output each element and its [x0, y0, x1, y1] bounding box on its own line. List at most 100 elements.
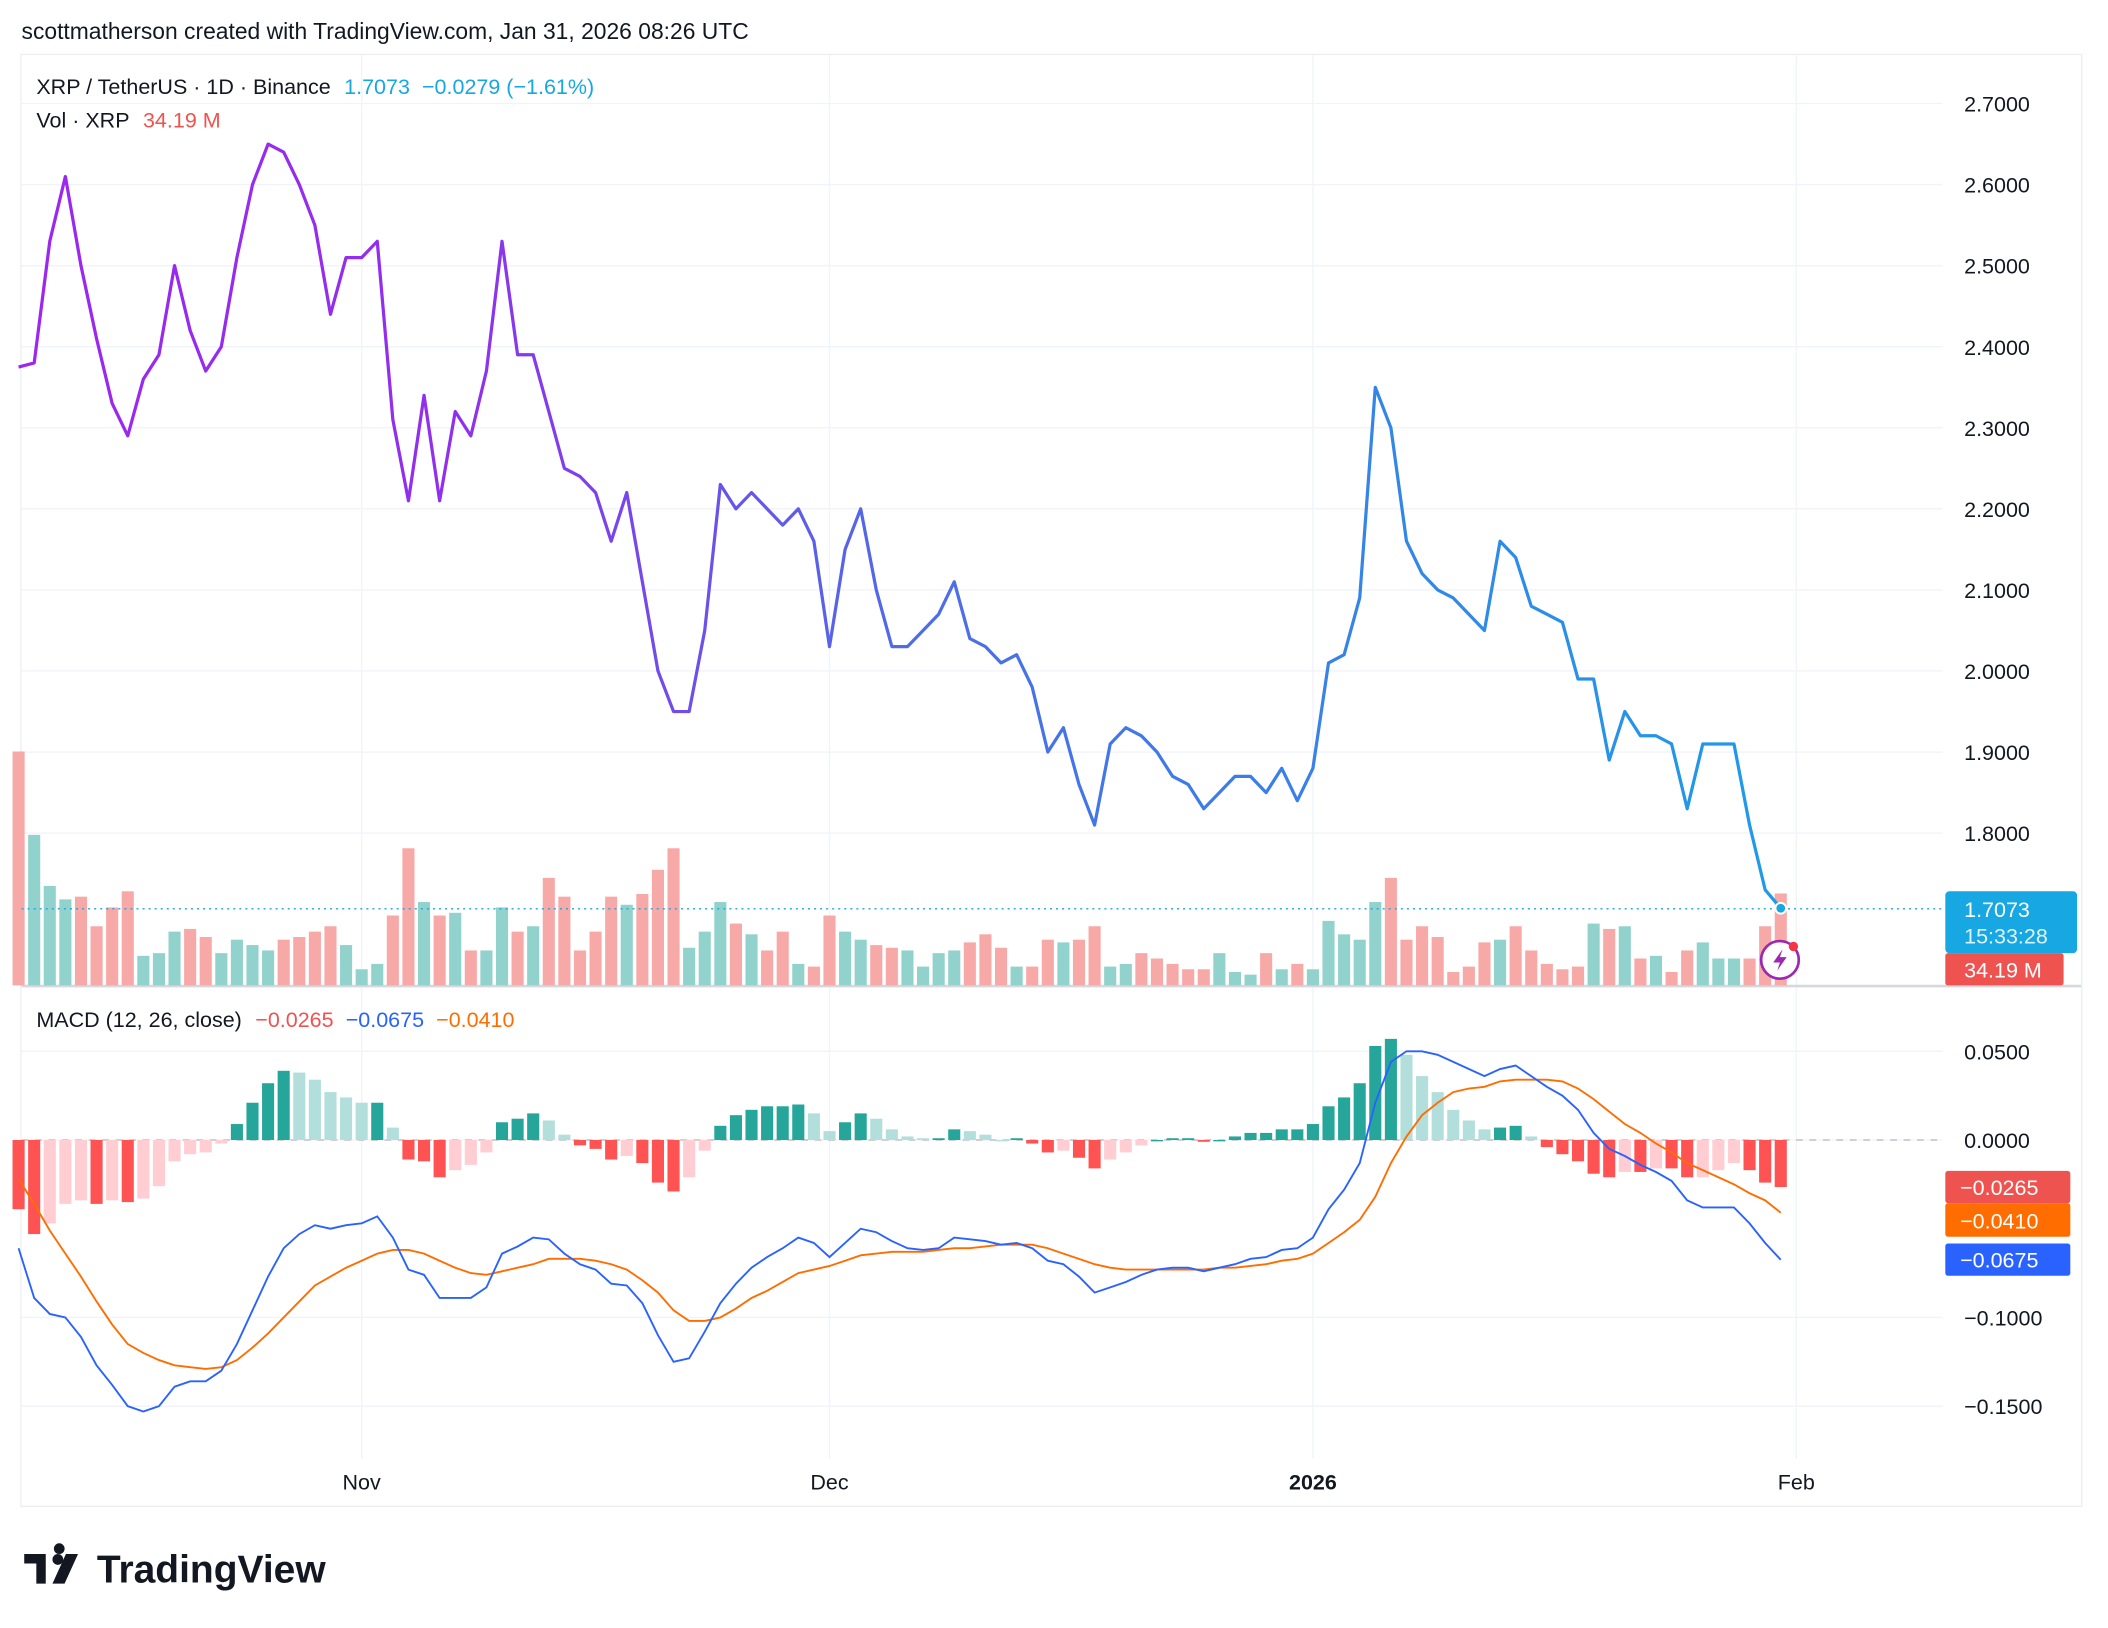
volume-bar: [1244, 974, 1257, 986]
macd-histogram-bar: [917, 1138, 930, 1141]
volume-bar: [1135, 953, 1148, 986]
volume-bar: [1587, 923, 1600, 986]
volume-bar: [1275, 969, 1288, 986]
volume-bar: [651, 869, 665, 986]
volume-bar: [932, 953, 945, 986]
price-axis-label: 2.3000: [1964, 417, 2030, 441]
last-price-dot: [1774, 901, 1788, 915]
macd-histogram-bar: [1010, 1138, 1023, 1141]
volume-bar: [1166, 963, 1179, 986]
macd-histogram-bar: [605, 1140, 618, 1160]
volume-bar: [979, 934, 992, 986]
macd-line: [17, 1050, 1782, 1413]
volume-bar: [1462, 966, 1475, 986]
volume-bar: [28, 834, 41, 986]
signal-tag: −0.0410: [1945, 1203, 2071, 1237]
svg-text:MACD (12, 26, close)−0.0265−0.: MACD (12, 26, close) −0.0265 −0.0675 −0.041…: [36, 1008, 514, 1032]
volume-bar: [184, 928, 197, 986]
macd-histogram-bar: [355, 1102, 368, 1141]
volume-bar: [823, 915, 836, 986]
macd-histogram-bar: [246, 1102, 259, 1141]
legend-macd-label: MACD (12, 26, close): [36, 1008, 242, 1032]
macd-histogram-bar: [480, 1140, 493, 1153]
tradingview-logo[interactable]: TradingView: [24, 1543, 326, 1591]
macd-histogram-bar: [667, 1140, 680, 1192]
volume-bar: [43, 885, 56, 986]
macd-histogram-bar: [1416, 1076, 1429, 1141]
macd-histogram-bar: [199, 1140, 212, 1153]
macd-histogram-bar: [1571, 1140, 1585, 1162]
legend-macd-line: −0.0675: [346, 1008, 424, 1032]
volume-bar: [230, 939, 243, 986]
volume-bar: [199, 937, 212, 986]
volume-bar: [324, 926, 337, 986]
volume-bar: [1571, 966, 1585, 986]
volume-bar: [745, 934, 758, 986]
volume-tag: 34.19 M: [1945, 953, 2064, 986]
macd-histogram-bar: [215, 1140, 228, 1144]
volume-bar: [355, 969, 368, 986]
volume-bar: [605, 896, 618, 986]
volume-bar: [542, 877, 555, 986]
macd-histogram-bar: [340, 1097, 353, 1141]
volume-bar: [1119, 963, 1132, 986]
volume-bar: [1384, 877, 1397, 986]
volume-bar: [402, 848, 415, 986]
volume-bar: [1634, 958, 1647, 986]
volume-bar: [1665, 971, 1678, 986]
volume-bar: [589, 931, 602, 986]
macd-histogram-bar: [449, 1140, 462, 1171]
volume-bar: [12, 751, 25, 986]
macd-histogram-bar: [1509, 1125, 1522, 1141]
volume-bar: [1400, 939, 1413, 986]
price-axis-label: 2.4000: [1964, 336, 2030, 360]
time-axis-label: Dec: [810, 1471, 848, 1495]
macd-histogram-bar: [1478, 1129, 1491, 1141]
volume-bar: [683, 947, 696, 986]
price-axis-label: 2.0000: [1964, 660, 2030, 684]
legend-price-value: 1.7073: [344, 75, 410, 99]
volume-bar: [1696, 942, 1709, 986]
macd-histogram-bar: [277, 1070, 290, 1141]
volume-bar: [1026, 966, 1039, 986]
macd-histogram-bar: [1260, 1132, 1273, 1141]
volume-bar: [1088, 926, 1101, 986]
volume-bar: [729, 923, 742, 986]
time-axis-label: 2026: [1289, 1471, 1337, 1495]
lightning-icon[interactable]: [1759, 939, 1801, 981]
macd-histogram-bar: [1275, 1129, 1288, 1141]
macd-histogram-bar: [168, 1140, 181, 1162]
macd-histogram-bar: [776, 1106, 789, 1141]
tradingview-logo-text: TradingView: [97, 1548, 327, 1591]
macd-histogram-bar: [1182, 1138, 1195, 1141]
volume-bar: [1353, 939, 1366, 986]
volume-bar: [558, 896, 571, 986]
volume-bar: [246, 945, 259, 986]
macd-histogram-bar: [74, 1140, 88, 1201]
macd-histogram-bar: [558, 1134, 571, 1141]
volume-bar: [152, 953, 165, 986]
macd-histogram-bar: [527, 1113, 540, 1141]
macd-histogram-bar: [589, 1140, 602, 1149]
price-line: [18, 142, 1782, 910]
macd-histogram-bar: [1244, 1132, 1257, 1141]
macd-histogram-bar: [12, 1140, 25, 1210]
volume-bar: [963, 942, 976, 986]
macd-histogram-bar: [90, 1140, 103, 1204]
macd-histogram-bar: [1743, 1140, 1756, 1171]
macd-histogram-bar: [1041, 1140, 1054, 1153]
volume-bar: [1260, 953, 1273, 986]
signal-tag-value: −0.0410: [1960, 1210, 2038, 1234]
attribution: scottmatherson created with TradingView.…: [22, 18, 749, 44]
macd-histogram-bar: [1665, 1140, 1678, 1169]
volume-bar: [1494, 939, 1507, 986]
volume-bar: [464, 950, 477, 986]
macd-histogram-bar: [932, 1138, 945, 1141]
macd-histogram-bar: [1759, 1140, 1772, 1183]
x-axis-labels: Nov Dec 2026 Feb: [343, 1471, 1815, 1495]
volume-bar: [792, 963, 805, 986]
time-axis-label: Feb: [1778, 1471, 1815, 1495]
macd-histogram-bar: [620, 1140, 633, 1156]
